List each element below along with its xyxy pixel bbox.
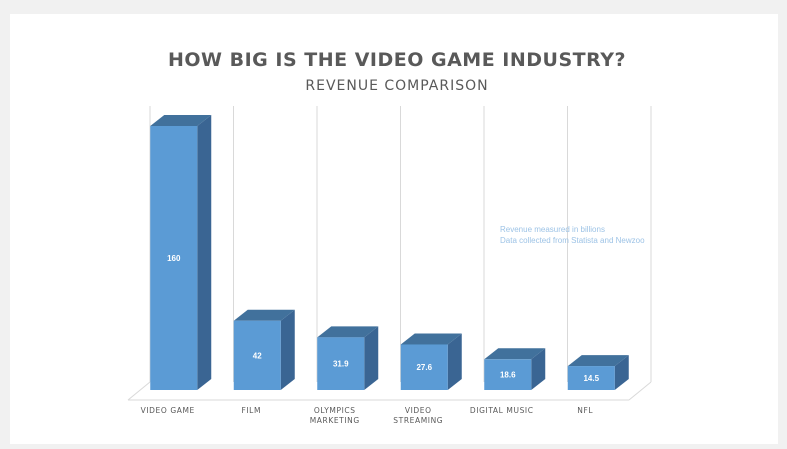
- data-label: 27.6: [416, 363, 432, 372]
- category-label: DIGITAL MUSIC: [470, 406, 534, 415]
- bar-front: [233, 320, 281, 390]
- bar-front: [150, 126, 198, 390]
- chart: HOW BIG IS THE VIDEO GAME INDUSTRY? REVE…: [127, 49, 652, 425]
- bar-front: [567, 366, 615, 390]
- data-label: 160: [167, 254, 181, 263]
- category-label: NFL: [577, 406, 593, 415]
- bar-top: [150, 115, 212, 126]
- floor-right-edge: [628, 381, 652, 401]
- bar-front: [400, 344, 448, 390]
- bar-side: [447, 333, 462, 390]
- bar: 31.9: [317, 326, 379, 390]
- bar-side: [197, 115, 212, 390]
- bar-top: [233, 309, 295, 321]
- bar-side: [280, 309, 295, 390]
- bar: 160: [150, 115, 212, 390]
- bar: 42: [233, 309, 295, 390]
- bars: 160 42 31.9 27.6 18.6 14.5: [150, 115, 629, 390]
- chart-title: HOW BIG IS THE VIDEO GAME INDUSTRY?: [168, 49, 626, 71]
- bar-front: [484, 359, 532, 390]
- bar: 14.5: [567, 355, 629, 390]
- chart-subtitle: REVENUE COMPARISON: [305, 78, 488, 94]
- bar-top: [400, 333, 462, 345]
- bar-top: [317, 326, 379, 338]
- annotation-text: Revenue measured in billions: [500, 225, 605, 234]
- annotation-text: Data collected from Statista and Newzoo: [500, 236, 645, 245]
- bar-side: [364, 326, 379, 390]
- category-labels: VIDEO GAME FILM OLYMPICS MARKETING VIDEO STRE…: [141, 406, 593, 425]
- bar-top: [484, 348, 546, 360]
- grid-lines: [127, 106, 652, 401]
- bar-side: [614, 355, 629, 390]
- category-label: VIDEO STREAMING: [393, 406, 443, 425]
- floor-left-edge: [127, 381, 151, 401]
- data-label: 18.6: [500, 371, 516, 380]
- data-label: 42: [253, 351, 262, 360]
- annotations: Revenue measured in billions Data collect…: [500, 225, 645, 245]
- category-label: OLYMPICS MARKETING: [310, 406, 360, 425]
- bar-front: [317, 337, 365, 390]
- bar: 18.6: [484, 348, 546, 390]
- data-label: 31.9: [333, 360, 349, 369]
- bar: 27.6: [400, 333, 462, 390]
- category-label: FILM: [241, 406, 261, 415]
- data-label: 14.5: [583, 374, 599, 383]
- bar-side: [531, 348, 546, 390]
- chart-card: HOW BIG IS THE VIDEO GAME INDUSTRY? REVE…: [10, 14, 778, 444]
- bar-top: [567, 355, 629, 367]
- category-label: VIDEO GAME: [141, 406, 195, 415]
